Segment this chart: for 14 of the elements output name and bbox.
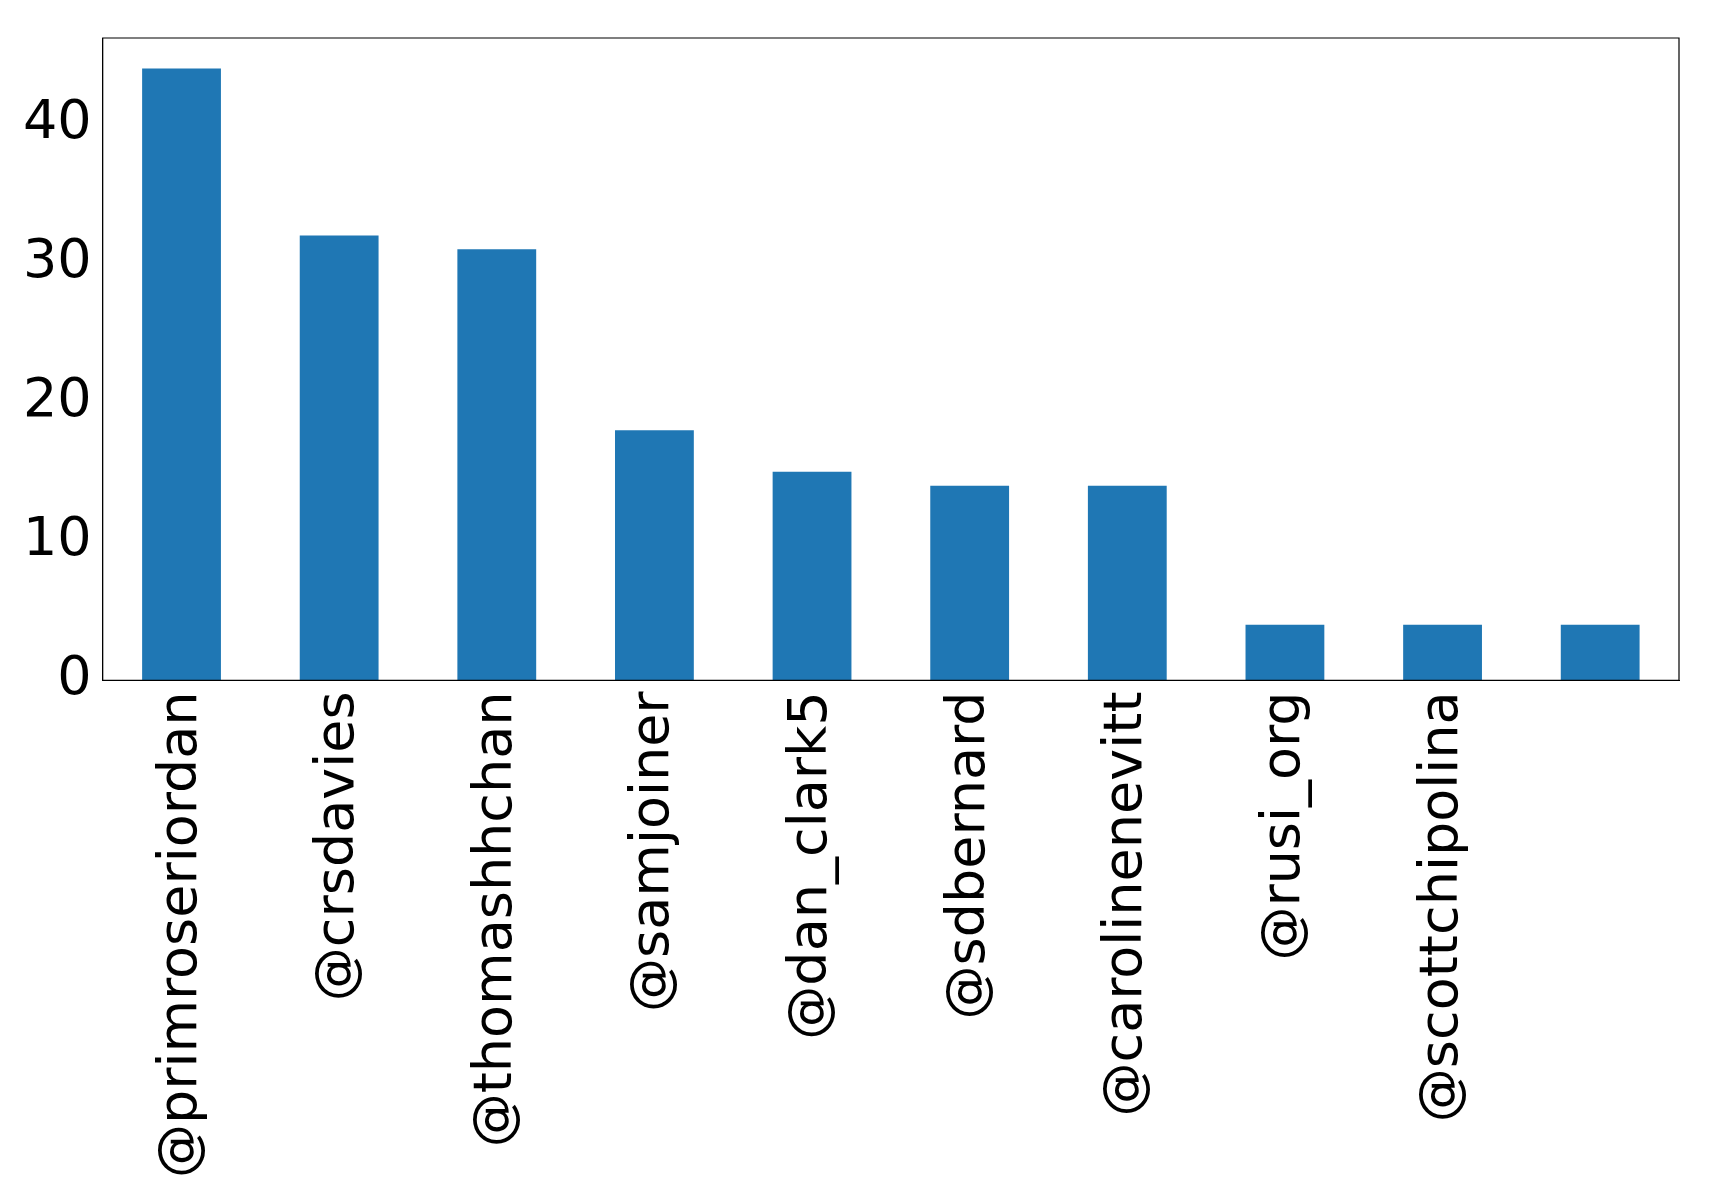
y-tick-label: 10 <box>22 505 92 569</box>
x-tick-label: @scottchipolina <box>1406 691 1470 1123</box>
x-tick-label: @dan_clark5 <box>776 691 840 1040</box>
x-tick-label: @sdbernard <box>933 691 997 1020</box>
x-tick-label: @crsdavies <box>303 691 367 1002</box>
x-tick-label: @primroseriordan <box>145 691 209 1179</box>
x-tick-label: @rusi_org <box>1248 691 1312 961</box>
y-tick-label: 20 <box>22 366 92 430</box>
x-tick-label: @thomashhchan <box>460 691 524 1148</box>
y-tick-label: 0 <box>57 644 92 708</box>
x-tick-label: @carolinenevitt <box>1091 691 1155 1117</box>
x-tick-label: @samjoiner <box>618 690 682 1012</box>
y-tick-label: 30 <box>22 227 92 291</box>
y-tick-label: 40 <box>22 88 92 152</box>
